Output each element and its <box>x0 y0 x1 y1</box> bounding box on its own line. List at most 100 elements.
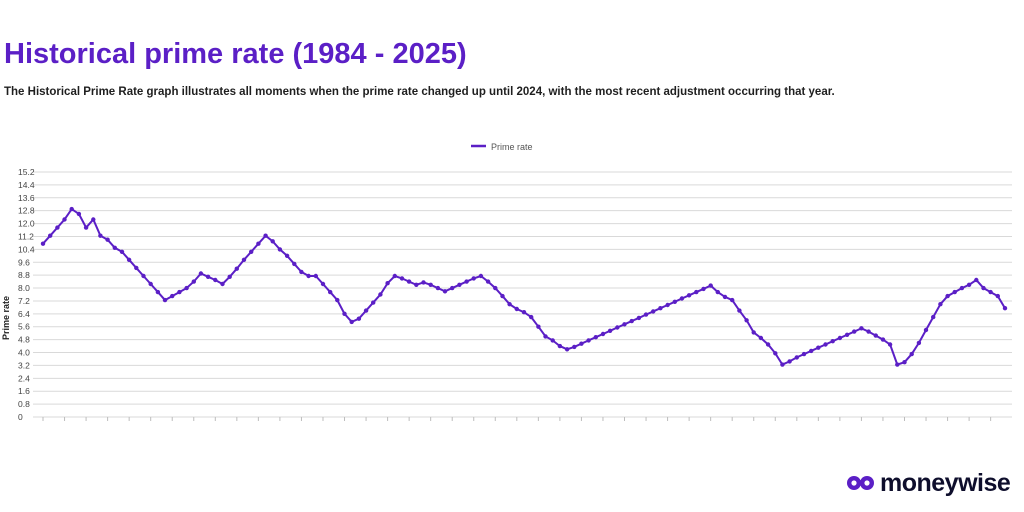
legend[interactable]: Prime rate <box>471 142 533 152</box>
data-point[interactable] <box>765 342 771 347</box>
data-point[interactable] <box>277 247 283 252</box>
data-point[interactable] <box>450 285 455 291</box>
data-point[interactable] <box>428 282 433 287</box>
data-point[interactable] <box>708 283 713 288</box>
data-point[interactable] <box>292 261 297 267</box>
data-point[interactable] <box>773 351 778 356</box>
data-point[interactable] <box>414 282 419 287</box>
data-point[interactable] <box>722 294 728 300</box>
data-point[interactable] <box>945 293 950 299</box>
data-point[interactable] <box>392 273 397 279</box>
data-point[interactable] <box>306 273 311 279</box>
data-point[interactable] <box>931 314 936 320</box>
data-point[interactable] <box>557 343 563 349</box>
data-point[interactable] <box>959 285 965 291</box>
data-point[interactable] <box>442 289 448 294</box>
data-point[interactable] <box>794 355 799 360</box>
data-point[interactable] <box>579 341 584 346</box>
data-point[interactable] <box>694 289 699 295</box>
data-point[interactable] <box>234 266 239 271</box>
data-point[interactable] <box>119 249 125 254</box>
data-point[interactable] <box>780 362 785 367</box>
data-point[interactable] <box>564 347 570 352</box>
data-point[interactable] <box>148 281 153 287</box>
data-point[interactable] <box>600 331 606 337</box>
data-point[interactable] <box>464 279 469 284</box>
data-point[interactable] <box>844 332 850 337</box>
data-point[interactable] <box>852 329 857 334</box>
data-point[interactable] <box>69 206 74 212</box>
data-point[interactable] <box>399 276 405 281</box>
data-point[interactable] <box>672 299 677 304</box>
data-point[interactable] <box>162 297 168 303</box>
data-point[interactable] <box>284 253 290 258</box>
data-point[interactable] <box>751 330 756 335</box>
data-point[interactable] <box>421 280 426 285</box>
data-point[interactable] <box>966 282 972 287</box>
data-point[interactable] <box>55 225 60 230</box>
data-point[interactable] <box>981 285 986 291</box>
data-point[interactable] <box>98 233 103 238</box>
data-point[interactable] <box>263 233 268 238</box>
data-point[interactable] <box>83 225 89 230</box>
data-point[interactable] <box>880 337 886 342</box>
data-point[interactable] <box>887 342 893 347</box>
data-point[interactable] <box>787 359 792 364</box>
data-point[interactable] <box>543 334 548 339</box>
data-point[interactable] <box>586 338 591 343</box>
data-point[interactable] <box>866 329 871 334</box>
data-point[interactable] <box>270 239 275 244</box>
data-point[interactable] <box>385 281 390 286</box>
data-point[interactable] <box>500 293 505 299</box>
data-point[interactable] <box>335 297 340 303</box>
data-point[interactable] <box>837 335 843 341</box>
data-point[interactable] <box>213 277 218 283</box>
data-point[interactable] <box>471 276 476 281</box>
data-point[interactable] <box>220 281 225 287</box>
data-point[interactable] <box>328 289 333 295</box>
data-point[interactable] <box>801 351 807 357</box>
data-point[interactable] <box>529 314 534 320</box>
data-point[interactable] <box>349 319 354 325</box>
data-point[interactable] <box>478 273 484 279</box>
data-point[interactable] <box>363 308 369 313</box>
data-point[interactable] <box>457 282 462 287</box>
data-point[interactable] <box>435 285 441 291</box>
data-point[interactable] <box>76 211 82 217</box>
data-point[interactable] <box>679 296 685 301</box>
data-point[interactable] <box>823 342 828 347</box>
data-point[interactable] <box>902 360 907 365</box>
data-point[interactable] <box>758 335 764 341</box>
data-point[interactable] <box>521 310 527 315</box>
data-point[interactable] <box>572 344 577 350</box>
data-point[interactable] <box>40 241 46 246</box>
data-point[interactable] <box>342 311 347 316</box>
data-point[interactable] <box>299 269 304 275</box>
data-point[interactable] <box>615 325 620 330</box>
data-point[interactable] <box>895 362 900 367</box>
data-point[interactable] <box>320 281 326 287</box>
data-point[interactable] <box>651 309 656 314</box>
data-point[interactable] <box>938 302 943 307</box>
data-point[interactable] <box>126 257 132 262</box>
data-point[interactable] <box>701 286 706 292</box>
data-point[interactable] <box>536 324 541 329</box>
data-point[interactable] <box>923 327 929 333</box>
data-point[interactable] <box>873 333 878 338</box>
data-point[interactable] <box>550 338 555 343</box>
data-point[interactable] <box>686 293 692 298</box>
data-point[interactable] <box>313 273 318 279</box>
data-point[interactable] <box>191 279 196 284</box>
data-point[interactable] <box>227 274 232 279</box>
data-point[interactable] <box>493 285 498 291</box>
data-point[interactable] <box>737 308 742 313</box>
data-point[interactable] <box>859 326 864 331</box>
data-point[interactable] <box>665 302 670 308</box>
data-point[interactable] <box>988 289 993 295</box>
data-point[interactable] <box>91 217 96 222</box>
data-point[interactable] <box>205 274 211 279</box>
data-point[interactable] <box>356 316 362 321</box>
data-point[interactable] <box>643 312 649 317</box>
data-point[interactable] <box>730 297 735 303</box>
data-point[interactable] <box>48 233 53 238</box>
